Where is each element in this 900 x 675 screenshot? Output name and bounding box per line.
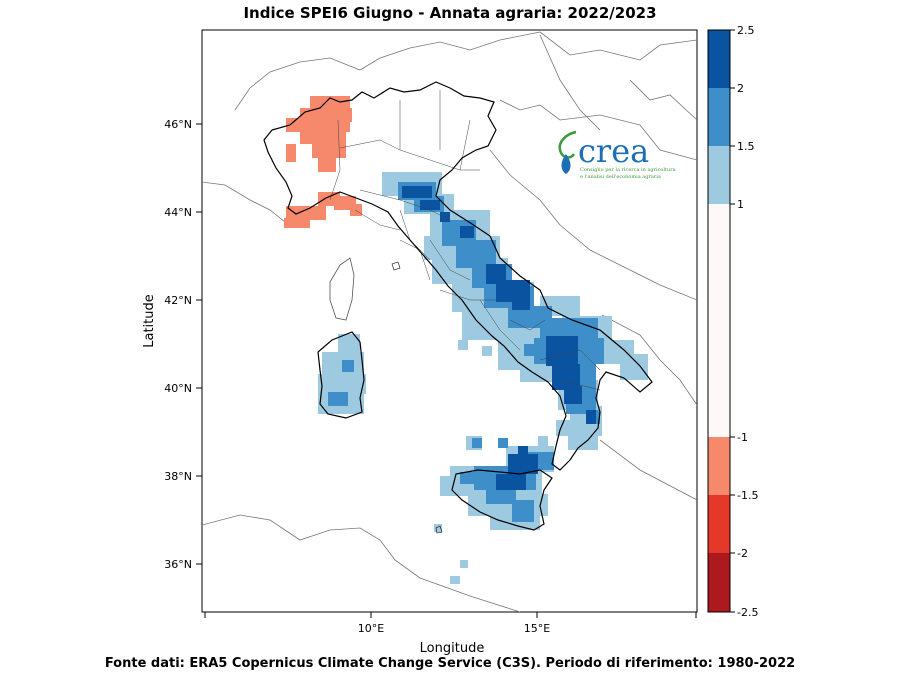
y-tick-labels: 46°N 44°N 42°N 40°N 38°N 36°N [164,118,192,571]
y-tick-46: 46°N [164,118,192,131]
logo-tagline-1: Consiglio per la ricerca in agricoltura [580,167,676,173]
regional-borders [329,90,601,391]
y-tick-42: 42°N [164,294,192,307]
colorbar-segment-dark-blue [708,30,730,88]
logo-tagline-2: e l'analisi dell'economia agraria [580,174,661,180]
colorbar-segment-dark-red [708,553,730,612]
italy-outline [263,81,653,534]
leaf-icon [558,130,577,159]
drop-icon [561,154,571,174]
map-content: crea Consiglio per la ricerca in agricol… [202,31,697,612]
map-frame [201,29,698,613]
y-tick-44: 44°N [164,206,192,219]
colorbar-segment-red [708,495,730,553]
y-tick-36: 36°N [164,558,192,571]
x-axis-label: Longitude [420,641,485,656]
map-title: Indice SPEI6 Giugno - Annata agraria: 20… [243,4,657,22]
spei-grid [284,96,648,584]
colorbar-label-neg1: -1 [737,431,748,444]
grid-cells-dry [284,96,362,228]
colorbar-segment-neutral [708,204,730,437]
colorbar-label-neg2.5: -2.5 [737,606,758,619]
colorbar-label-neg2: -2 [737,547,748,560]
colorbar: 2.5 2 1.5 1 -1 -1.5 -2 -2.5 [707,24,758,619]
colorbar-label-2.5: 2.5 [737,24,755,37]
logo-name: crea [578,132,649,170]
x-tick-10: 10°E [358,622,384,635]
colorbar-label-1: 1 [737,198,744,211]
y-tick-38: 38°N [164,470,192,483]
data-source-footer: Fonte dati: ERA5 Copernicus Climate Chan… [104,656,796,671]
x-tick-15: 15°E [524,622,550,635]
y-tick-40: 40°N [164,382,192,395]
colorbar-label-1.5: 1.5 [737,140,755,153]
crea-logo: crea Consiglio per la ricerca in agricol… [558,130,676,180]
x-tick-labels: 10°E 15°E [358,622,550,635]
neighbour-borders [202,31,697,612]
y-axis-label: Latitude [142,294,157,348]
grid-cells-wet-dark [402,186,596,490]
axis-ticks [196,123,697,618]
colorbar-segment-mid-blue [708,88,730,146]
colorbar-segment-light-blue [708,146,730,204]
colorbar-label-neg1.5: -1.5 [737,489,758,502]
colorbar-segment-light-red [708,437,730,495]
colorbar-label-2: 2 [737,82,744,95]
colorbar-frame [707,29,731,613]
